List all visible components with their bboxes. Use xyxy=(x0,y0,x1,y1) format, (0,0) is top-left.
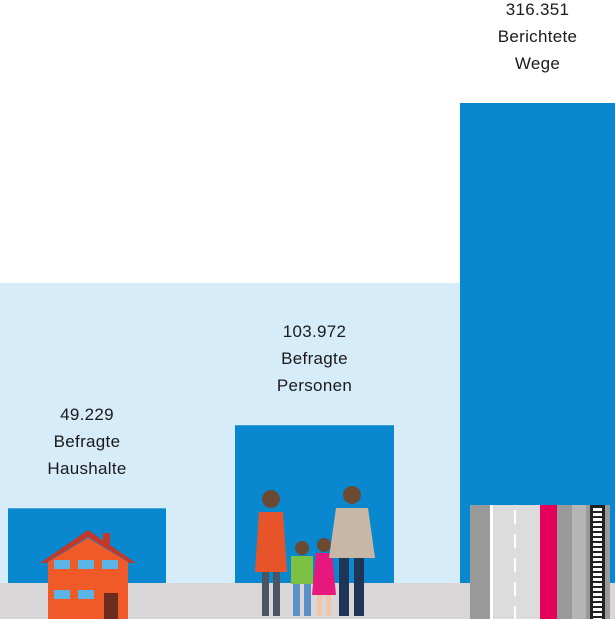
category-label: Befragte Personen xyxy=(276,349,353,396)
category-label: Befragte Haushalte xyxy=(47,432,127,479)
bar xyxy=(460,103,615,583)
road-icon xyxy=(470,505,610,619)
value-label: 316.351 xyxy=(505,0,570,19)
value-label: 49.229 xyxy=(60,405,114,425)
bar-label: 316.351 Berichtete Wege xyxy=(460,0,615,77)
family-icon xyxy=(255,486,375,616)
house-icon xyxy=(40,530,136,619)
bar-label: 103.972 Befragte Personen xyxy=(235,318,394,399)
category-label: Berichtete Wege xyxy=(497,27,578,73)
bar-label: 49.229 Befragte Haushalte xyxy=(8,401,166,482)
value-label: 103.972 xyxy=(282,322,347,342)
